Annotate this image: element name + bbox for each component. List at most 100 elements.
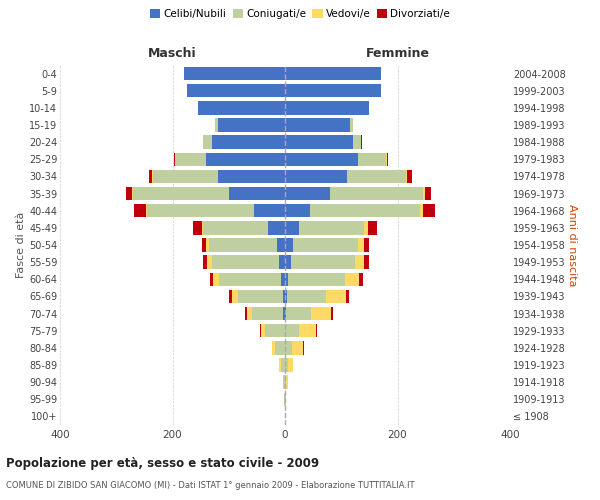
Bar	[198, 101, 285, 114]
Bar	[218, 170, 285, 183]
Bar	[210, 272, 213, 286]
Bar	[347, 170, 406, 183]
Bar	[407, 170, 412, 183]
Bar	[346, 290, 349, 303]
Bar	[285, 67, 380, 80]
Bar	[289, 272, 344, 286]
Bar	[285, 272, 289, 286]
Bar	[285, 152, 358, 166]
Bar	[285, 101, 370, 114]
Bar	[218, 118, 285, 132]
Bar	[299, 324, 316, 338]
Bar	[326, 290, 346, 303]
Bar	[209, 238, 277, 252]
Bar	[213, 272, 218, 286]
Bar	[254, 204, 285, 218]
Bar	[364, 221, 368, 234]
Y-axis label: Anni di nascita: Anni di nascita	[566, 204, 577, 286]
Bar	[288, 358, 293, 372]
Bar	[206, 238, 209, 252]
Bar	[203, 256, 208, 269]
Bar	[364, 256, 370, 269]
Bar	[285, 118, 350, 132]
Bar	[364, 238, 370, 252]
Bar	[215, 118, 218, 132]
Legend: Celibi/Nubili, Coniugati/e, Vedovi/e, Divorziati/e: Celibi/Nubili, Coniugati/e, Vedovi/e, Di…	[146, 5, 454, 24]
Bar	[292, 341, 303, 354]
Bar	[285, 358, 288, 372]
Bar	[423, 204, 435, 218]
Bar	[285, 136, 353, 149]
Bar	[187, 84, 285, 98]
Bar	[283, 307, 285, 320]
Bar	[147, 204, 254, 218]
Bar	[331, 307, 334, 320]
Text: COMUNE DI ZIBIDO SAN GIACOMO (MI) - Dati ISTAT 1° gennaio 2009 - Elaborazione TU: COMUNE DI ZIBIDO SAN GIACOMO (MI) - Dati…	[6, 481, 415, 490]
Bar	[344, 272, 359, 286]
Bar	[203, 221, 268, 234]
Text: Maschi: Maschi	[148, 47, 197, 60]
Bar	[149, 170, 152, 183]
Bar	[173, 152, 175, 166]
Bar	[265, 324, 285, 338]
Bar	[368, 221, 377, 234]
Bar	[358, 152, 386, 166]
Bar	[290, 256, 355, 269]
Bar	[193, 221, 202, 234]
Bar	[285, 307, 286, 320]
Y-axis label: Fasce di età: Fasce di età	[16, 212, 26, 278]
Bar	[287, 290, 326, 303]
Bar	[425, 187, 431, 200]
Bar	[134, 204, 146, 218]
Bar	[299, 221, 364, 234]
Bar	[245, 307, 247, 320]
Bar	[285, 84, 380, 98]
Bar	[406, 170, 407, 183]
Bar	[202, 238, 206, 252]
Bar	[281, 272, 285, 286]
Bar	[272, 341, 275, 354]
Bar	[146, 204, 147, 218]
Bar	[206, 152, 285, 166]
Bar	[316, 324, 317, 338]
Bar	[285, 376, 286, 389]
Text: Femmine: Femmine	[365, 47, 430, 60]
Bar	[283, 290, 285, 303]
Bar	[350, 118, 353, 132]
Bar	[232, 290, 238, 303]
Bar	[203, 136, 212, 149]
Bar	[229, 290, 232, 303]
Bar	[208, 256, 212, 269]
Bar	[261, 324, 265, 338]
Bar	[132, 187, 133, 200]
Bar	[127, 187, 132, 200]
Bar	[218, 272, 281, 286]
Bar	[280, 358, 281, 372]
Bar	[280, 256, 285, 269]
Bar	[285, 324, 299, 338]
Bar	[277, 238, 285, 252]
Bar	[285, 187, 330, 200]
Bar	[358, 238, 364, 252]
Bar	[275, 341, 285, 354]
Bar	[285, 256, 290, 269]
Bar	[387, 152, 388, 166]
Bar	[253, 307, 283, 320]
Bar	[285, 238, 293, 252]
Bar	[212, 256, 280, 269]
Bar	[423, 187, 425, 200]
Bar	[247, 307, 253, 320]
Bar	[285, 170, 347, 183]
Bar	[285, 290, 287, 303]
Bar	[359, 272, 363, 286]
Bar	[175, 152, 206, 166]
Bar	[281, 358, 285, 372]
Bar	[285, 204, 310, 218]
Bar	[286, 307, 311, 320]
Bar	[153, 170, 218, 183]
Bar	[202, 221, 203, 234]
Bar	[268, 221, 285, 234]
Bar	[285, 221, 299, 234]
Bar	[330, 187, 423, 200]
Bar	[353, 136, 361, 149]
